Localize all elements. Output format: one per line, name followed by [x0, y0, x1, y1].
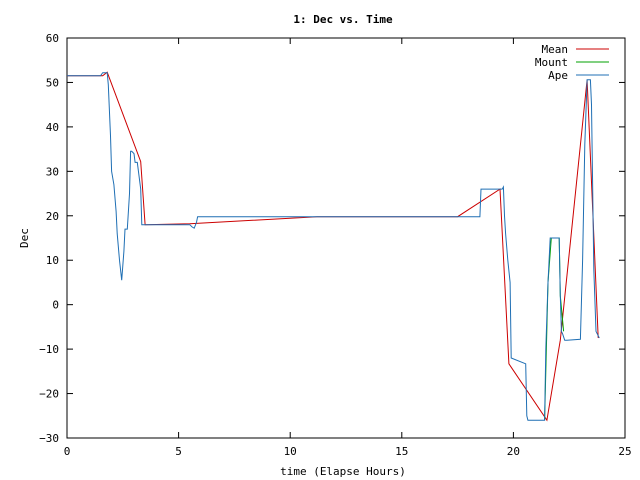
y-tick-label: 10 [46, 254, 59, 267]
x-axis-label: time (Elapse Hours) [280, 465, 406, 478]
series-line-mount [544, 237, 565, 421]
y-tick-label: 40 [46, 121, 59, 134]
plot-frame [66, 37, 626, 439]
x-tick-label: 25 [618, 445, 631, 458]
legend-label: Ape [548, 69, 568, 82]
y-tick-label: 50 [46, 76, 59, 89]
x-tick-label: 15 [395, 445, 408, 458]
y-tick-label: −30 [39, 432, 59, 445]
y-tick-label: −10 [39, 343, 59, 356]
y-tick-label: 20 [46, 210, 59, 223]
y-axis-label: Dec [18, 228, 31, 248]
x-tick-label: 10 [284, 445, 297, 458]
axis-ticks: 0 5 10 15 20 25 −30 −20 −10 0 10 20 30 40 50 60 [39, 32, 632, 458]
legend-label: Mount [535, 56, 568, 69]
y-tick-label: 60 [46, 32, 59, 45]
x-tick-label: 0 [64, 445, 71, 458]
series-line-ape [67, 72, 600, 421]
series-line-mean [67, 71, 599, 422]
x-tick-label: 20 [507, 445, 520, 458]
chart-title: 1: Dec vs. Time [293, 13, 393, 26]
legend-label: Mean [542, 43, 569, 56]
x-tick-label: 5 [175, 445, 182, 458]
y-tick-label: 0 [52, 299, 59, 312]
y-tick-label: 30 [46, 165, 59, 178]
series-lines [67, 71, 600, 422]
y-tick-label: −20 [39, 388, 59, 401]
